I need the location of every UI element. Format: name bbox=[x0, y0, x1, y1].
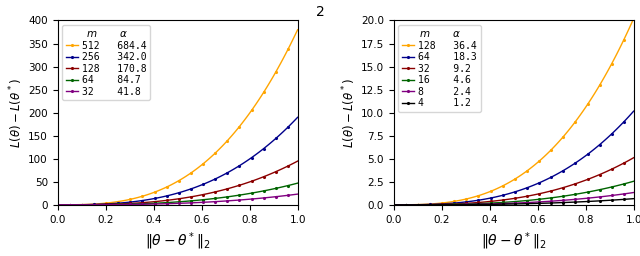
Y-axis label: $L(\theta) - L(\theta^*)$: $L(\theta) - L(\theta^*)$ bbox=[340, 78, 358, 147]
X-axis label: $\|\theta - \theta^*\|_2$: $\|\theta - \theta^*\|_2$ bbox=[145, 230, 211, 252]
Text: 2: 2 bbox=[316, 5, 324, 19]
Y-axis label: $L(\theta) - L(\theta^*)$: $L(\theta) - L(\theta^*)$ bbox=[8, 78, 26, 147]
X-axis label: $\|\theta - \theta^*\|_2$: $\|\theta - \theta^*\|_2$ bbox=[481, 230, 547, 252]
Legend: 128   36.4, 64    18.3, 32    9.2, 16    4.6, 8     2.4, 4     1.2: 128 36.4, 64 18.3, 32 9.2, 16 4.6, 8 2.4… bbox=[399, 25, 481, 112]
Legend: 512   684.4, 256   342.0, 128   170.8, 64    84.7, 32    41.8: 512 684.4, 256 342.0, 128 170.8, 64 84.7… bbox=[63, 25, 150, 100]
